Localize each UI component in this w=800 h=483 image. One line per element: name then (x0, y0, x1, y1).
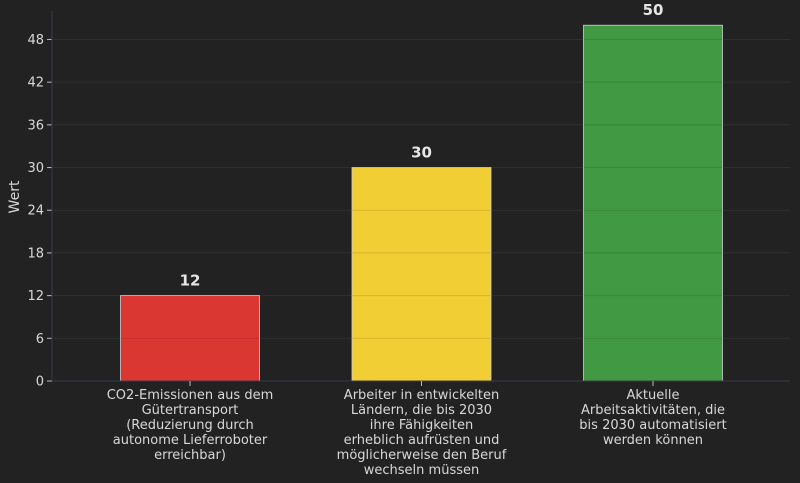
x-tick-label-line: werden können (603, 433, 703, 448)
x-axis: CO2-Emissionen aus dem Gütertransport (Red… (52, 380, 790, 478)
x-tick-label-line: erreichbar) (154, 448, 226, 463)
y-tick-label: 36 (27, 118, 44, 133)
y-tick-label: 48 (27, 33, 44, 48)
x-tick-label-line: autonome Lieferroboter (113, 433, 268, 448)
x-tick-label-2: Arbeiter in entwickelten Ländern, die bis… (337, 388, 507, 478)
x-tick-label-line: Ländern, die bis 2030 (351, 403, 492, 418)
y-axis-label: Wert (7, 180, 23, 213)
bars: 12 30 50 (120, 1, 723, 382)
data-label-2: 30 (411, 144, 432, 162)
x-tick-label-line: wechseln müssen (364, 463, 479, 478)
y-tick-label: 0 (36, 375, 44, 390)
x-tick-label-line: möglicherweise den Beruf (337, 448, 507, 463)
y-axis: 0 6 12 18 24 30 36 42 48 (27, 11, 53, 390)
x-tick-label-line: Arbeitsaktivitäten, die (581, 403, 725, 418)
data-label-1: 12 (180, 272, 201, 290)
y-tick-label: 18 (27, 246, 44, 261)
x-tick-label-line: (Reduzierung durch (126, 418, 254, 433)
bar-3 (583, 24, 723, 382)
x-tick-label-line: erheblich aufrüsten und (344, 433, 500, 448)
y-tick-label: 24 (27, 204, 44, 219)
y-tick-label: 42 (27, 76, 44, 91)
y-tick-label: 12 (27, 289, 44, 304)
y-tick-label: 6 (36, 332, 44, 347)
x-tick-label-line: ihre Fähigkeiten (370, 418, 473, 433)
x-tick-label-line: Arbeiter in entwickelten (344, 388, 499, 403)
x-tick-label-line: bis 2030 automatisiert (579, 418, 726, 433)
y-tick-label: 30 (27, 161, 44, 176)
bar-1 (120, 295, 260, 382)
x-tick-label-line: CO2-Emissionen aus dem (107, 388, 274, 403)
x-tick-label-line: Gütertransport (142, 403, 239, 418)
x-tick-label-3: Aktuelle Arbeitsaktivitäten, die bis 2030 … (579, 388, 726, 448)
data-label-3: 50 (643, 1, 664, 19)
bar-2 (351, 167, 492, 382)
x-tick-label-1: CO2-Emissionen aus dem Gütertransport (Red… (107, 388, 274, 463)
x-tick-label-line: Aktuelle (627, 388, 680, 403)
